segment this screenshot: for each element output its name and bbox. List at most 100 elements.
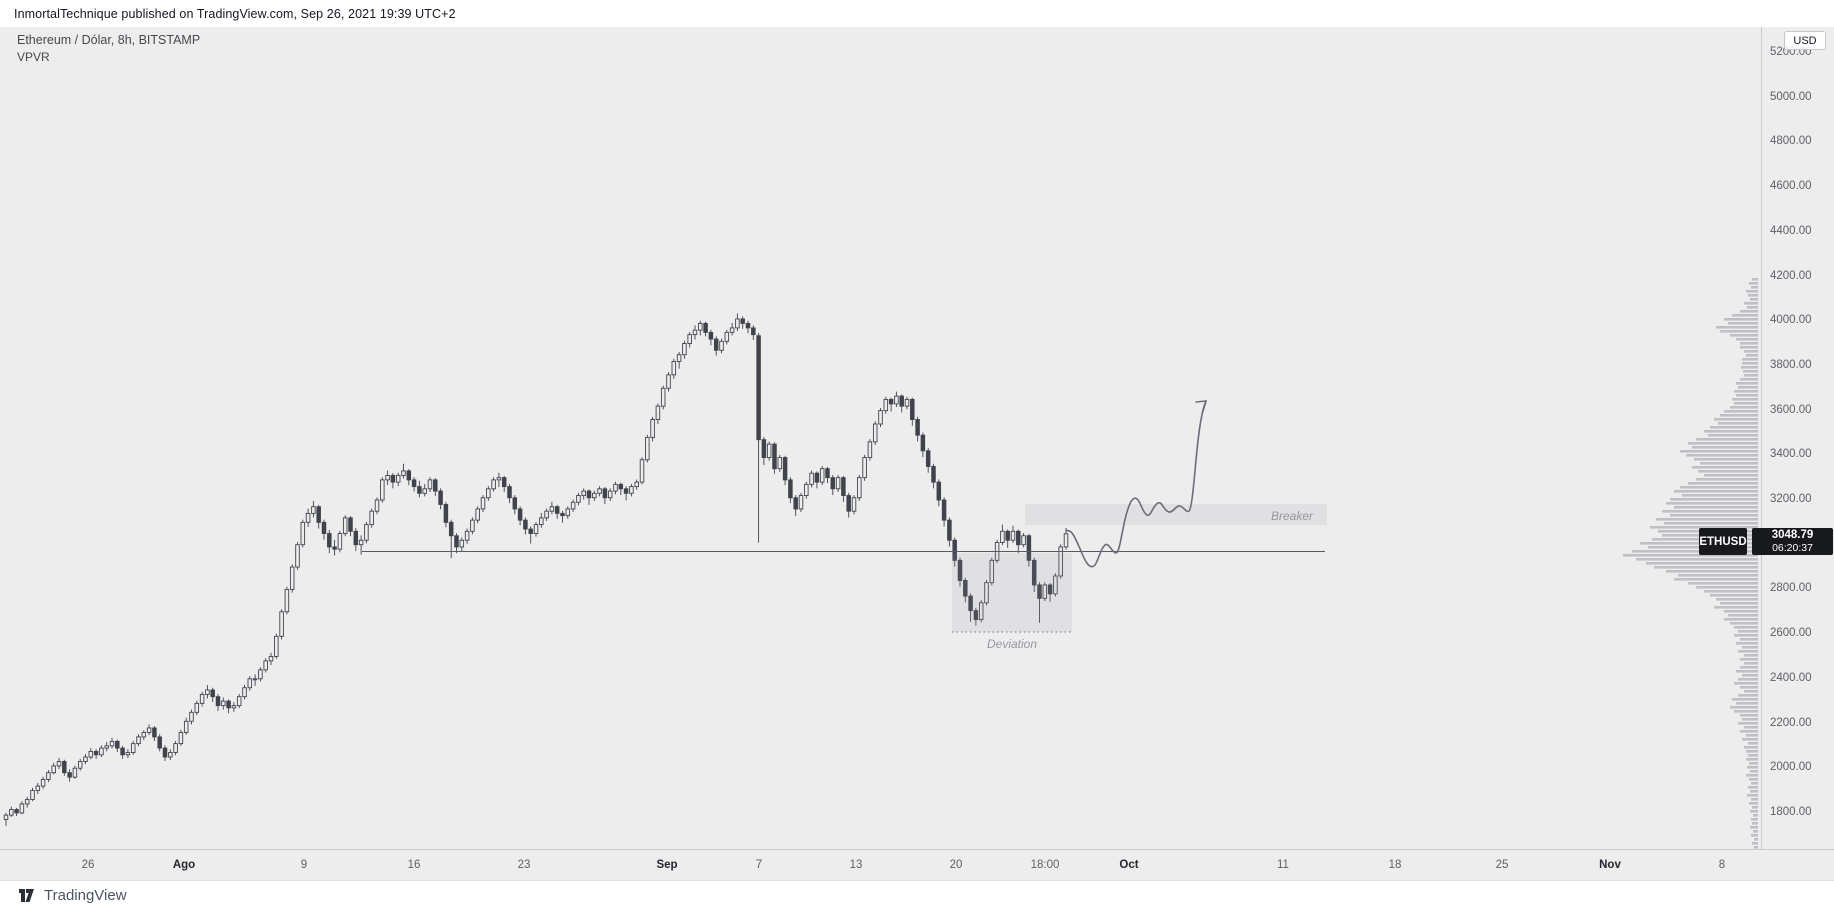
candle-body [703, 322, 708, 333]
candle-body [40, 778, 46, 787]
candle-body [19, 803, 25, 814]
candle-body [120, 747, 125, 756]
volume-profile-bar [1746, 734, 1758, 737]
currency-badge[interactable]: USD [1784, 31, 1826, 50]
volume-profile-bar [1740, 378, 1758, 381]
candle-body [687, 334, 692, 344]
breaker-label: Breaker [1271, 509, 1314, 523]
candle-body [963, 580, 968, 597]
candle-body [517, 508, 523, 521]
tradingview-logo-text[interactable]: TradingView [44, 887, 127, 904]
volume-profile-bar [1747, 766, 1758, 769]
time-tick-label: 16 [407, 859, 421, 871]
candle-body [570, 501, 576, 510]
candle-body [634, 481, 639, 488]
candle-body [136, 736, 141, 745]
chart-legend[interactable]: Ethereum / Dólar, 8h, BITSTAMP VPVR [17, 33, 200, 64]
volume-profile-bar [1698, 470, 1758, 473]
volume-profile-bar [1750, 810, 1758, 813]
candle-body [676, 354, 682, 362]
candle-body [888, 398, 894, 405]
candle-body [613, 483, 618, 492]
candle-body [316, 506, 321, 523]
price-tick-label: 3800.00 [1770, 358, 1812, 371]
candle-body [395, 474, 401, 483]
candle-body [671, 360, 677, 376]
volume-profile-bar [1696, 478, 1758, 481]
volume-profile-bar [1674, 506, 1758, 509]
candle-body [952, 539, 957, 561]
volume-profile-bar [1646, 562, 1758, 565]
volume-profile-bar [1732, 398, 1758, 401]
candle-body [751, 327, 756, 336]
candle-body [698, 322, 703, 331]
candle-body [183, 720, 189, 733]
volume-profile-bar [1623, 554, 1758, 557]
time-tick-label: Nov [1599, 859, 1621, 871]
candle-body [660, 387, 666, 407]
time-tick-label: 18 [1388, 859, 1402, 871]
volume-profile-bar [1704, 474, 1758, 477]
candle-body [30, 790, 35, 800]
tradingview-logo[interactable]: TradingView [16, 887, 127, 904]
indicator-label[interactable]: VPVR [17, 50, 50, 64]
volume-profile-bar [1736, 394, 1758, 397]
candle-body [692, 329, 698, 336]
candle-body [639, 459, 645, 483]
candle-body [772, 443, 777, 470]
symbol-title[interactable]: Ethereum / Dólar, 8h, BITSTAMP [17, 33, 201, 47]
volume-profile-bar [1754, 846, 1758, 849]
volume-profile-bar [1742, 358, 1758, 361]
candle-body [305, 512, 311, 523]
volume-profile-bar [1732, 698, 1758, 701]
candle-body [623, 488, 629, 494]
volume-profile-bar [1736, 338, 1758, 341]
time-axis[interactable]: 26 Ago 9 16 23 Sep 7 13 20 18:00 Oct 11 18 25 Nov 8 [0, 849, 1834, 881]
candle-body [1053, 575, 1058, 595]
candle-body [470, 519, 475, 532]
volume-profile-bar [1716, 326, 1758, 329]
volume-profile-bar [1748, 786, 1758, 789]
volume-profile-bar [1720, 330, 1758, 333]
volume-profile-bar [1738, 630, 1758, 633]
volume-profile-bar [1738, 386, 1758, 389]
candle-body [104, 745, 109, 749]
chart-drawings[interactable]: Breaker Deviation [362, 400, 1327, 651]
volume-profile-bar [1740, 342, 1758, 345]
volume-profile-bar [1688, 482, 1758, 485]
volume-profile-bar [1741, 366, 1758, 369]
time-tick-label: 7 [755, 859, 763, 871]
candle-body [427, 479, 433, 490]
last-price-value: 3048.79 [1771, 529, 1814, 541]
price-chart-canvas[interactable]: Breaker Deviation [0, 27, 1834, 849]
candle-body [62, 761, 67, 774]
volume-profile-bar [1749, 778, 1758, 781]
candle-body [507, 486, 512, 499]
candle-body [279, 611, 284, 637]
volume-profile-bar [1744, 654, 1758, 657]
candle-body [438, 490, 443, 505]
price-axis[interactable]: 5200.00 5000.00 4800.00 4600.00 4400.00 4200.… [1761, 27, 1834, 881]
volume-profile-bar [1650, 526, 1758, 529]
volume-profile-bar [1696, 586, 1758, 589]
volume-profile-bar [1746, 354, 1758, 357]
volume-profile-bar [1670, 498, 1758, 501]
volume-profile-bar [1654, 566, 1758, 569]
volume-profile-bar [1744, 726, 1758, 729]
time-tick-label: 9 [300, 859, 308, 871]
price-tick-label: 4600.00 [1770, 180, 1812, 193]
volume-profile-bar [1708, 434, 1758, 437]
candle-body [941, 499, 947, 521]
candle-body [300, 521, 306, 546]
candle-body [369, 510, 374, 526]
candle-body [523, 519, 528, 530]
deviation-label: Deviation [987, 637, 1037, 651]
candle-body [1021, 535, 1026, 546]
time-tick-label: Oct [1119, 859, 1139, 871]
candle-body [1058, 546, 1063, 577]
candle-body [348, 517, 353, 532]
volume-profile-bar [1714, 606, 1758, 609]
candle-body [390, 474, 396, 483]
volume-profile-bar [1744, 350, 1758, 353]
candle-body [125, 752, 131, 756]
